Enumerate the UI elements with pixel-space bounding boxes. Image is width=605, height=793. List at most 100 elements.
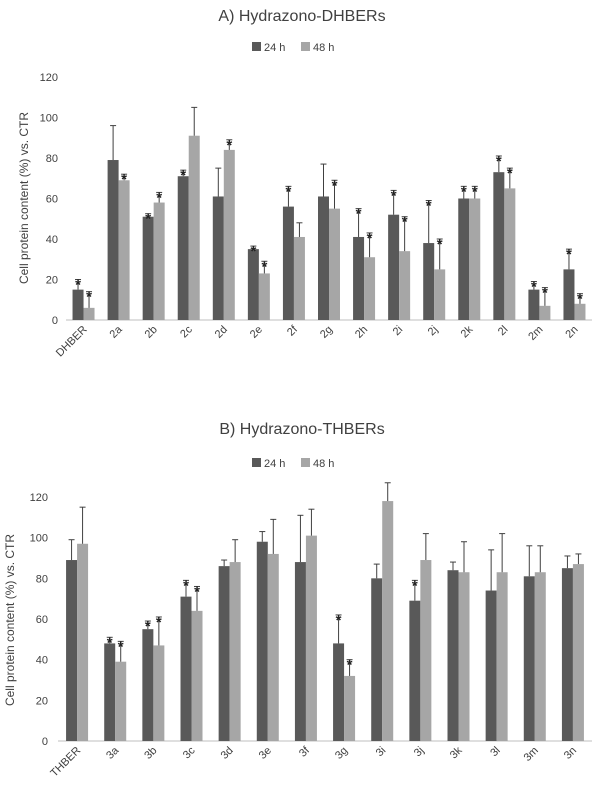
chart-b-bar-48h (77, 543, 89, 741)
chart-b-bar-48h (534, 572, 546, 741)
chart-a-bar-24h (493, 172, 505, 320)
chart-b-category-label: 3b (142, 745, 159, 762)
chart-a-y-tick-label: 120 (40, 72, 58, 84)
chart-a-significance-marker: * (367, 230, 373, 247)
chart-b-category-label: 3d (219, 745, 236, 762)
chart-a-bar-24h (72, 289, 84, 320)
chart-a-category-label: 2f (285, 323, 301, 339)
chart-a-bar-24h (282, 206, 294, 320)
chart-a-bar-24h (107, 160, 119, 320)
chart-b-bar-24h (371, 578, 383, 741)
chart-b-legend-swatch-24h (252, 458, 261, 467)
chart-b-bar-24h (256, 541, 268, 741)
chart-a-category-label: DHBER (54, 324, 90, 360)
chart-a-significance-marker: * (250, 243, 256, 260)
chart-a-bar-48h (118, 180, 130, 320)
chart-a-significance-marker: * (577, 291, 583, 308)
chart-a-category-label: 2a (108, 323, 126, 341)
chart-b-bar-48h (229, 562, 241, 741)
chart-b-bar-48h (267, 553, 279, 741)
chart-a-bar-48h (399, 251, 411, 320)
chart-a-bar-24h (212, 196, 224, 320)
chart-a-bar-24h (423, 243, 435, 320)
chart-a-bar-48h (329, 208, 340, 320)
chart-a-legend-swatch-24h (252, 42, 261, 51)
chart-b-significance-marker: * (145, 618, 151, 635)
chart-a-category-label: 2n (563, 324, 580, 341)
chart-a-category-label: 2m (526, 324, 545, 343)
chart-b-y-tick-label: 20 (36, 695, 48, 707)
chart-b-category-label: 3k (448, 744, 465, 761)
chart-b-significance-marker: * (194, 583, 200, 600)
chart-b-bar-24h (218, 566, 230, 741)
chart-b-bar-48h (420, 560, 432, 741)
chart-b-bar-24h (142, 629, 154, 741)
chart-a-significance-marker: * (156, 189, 162, 206)
chart-a-legend-label-48h: 48 h (313, 42, 334, 54)
chart-b-significance-marker: * (336, 612, 342, 629)
chart-a-bar-24h (247, 249, 259, 320)
chart-b-bar-48h (496, 572, 508, 741)
chart-b-bar-48h (344, 675, 356, 741)
chart-b-significance-marker: * (183, 577, 189, 594)
chart-a-significance-marker: * (86, 289, 92, 306)
chart-b-category-label: 3l (488, 745, 503, 760)
chart-a-significance-marker: * (507, 165, 513, 182)
chart-a-bar-48h (83, 307, 95, 320)
chart-a-category-label: 2d (213, 324, 230, 341)
chart-b-bar-24h (561, 568, 573, 741)
chart-a-bar-48h (364, 257, 376, 320)
chart-a-y-tick-label: 40 (46, 234, 58, 246)
chart-b-category-label: 3c (181, 744, 198, 761)
chart-a-significance-marker: * (121, 171, 127, 188)
chart-b-y-tick-label: 60 (36, 614, 48, 626)
chart-b-bar-48h (191, 610, 203, 741)
chart-b-category-label: 3e (257, 745, 274, 762)
chart-b-significance-marker: * (118, 638, 124, 655)
chart-a-significance-marker: * (437, 236, 443, 253)
chart-b-category-label: 3g (333, 745, 350, 762)
chart-b-bar-24h (447, 570, 459, 741)
chart-b-category-label: 3f (297, 744, 313, 760)
chart-b-legend-swatch-48h (301, 458, 310, 467)
chart-a-bar-48h (574, 303, 586, 320)
chart-b-bar-24h (180, 596, 192, 741)
chart-a-bar-24h (177, 176, 189, 320)
chart-a-legend-label-24h: 24 h (264, 42, 285, 54)
chart-a-y-axis-label: Cell protein content (%) vs. CTR (17, 112, 31, 284)
chart-a-category-label: 2e (248, 324, 265, 341)
chart-b-bar-24h (294, 562, 306, 741)
chart-b-bar-24h (66, 560, 78, 741)
chart-b-y-tick-label: 0 (42, 736, 48, 748)
chart-a-bar-48h (188, 135, 200, 320)
chart-a-title: A) Hydrazono-DHBERs (218, 8, 385, 25)
chart-a-significance-marker: * (145, 211, 151, 228)
chart-a-significance-marker: * (286, 183, 292, 200)
chart-a-significance-marker: * (472, 183, 478, 200)
chart-b-bar-48h (115, 661, 127, 741)
chart-a-significance-marker: * (226, 137, 232, 154)
chart-a-significance-marker: * (356, 206, 362, 223)
chart-b-bar-48h (572, 564, 584, 741)
chart-a-significance-marker: * (566, 246, 572, 263)
chart-a-bar-24h (528, 289, 540, 320)
chart-b-category-label: THBER (48, 745, 83, 780)
chart-a-bar-24h (563, 269, 575, 320)
chart-a-bar-48h (293, 236, 305, 320)
chart-a-bar-48h (469, 198, 481, 320)
chart-a-y-tick-label: 60 (46, 194, 58, 206)
chart-b-bar-24h (104, 643, 116, 741)
chart-a-category-label: 2g (318, 324, 335, 341)
chart-a-bar-24h (142, 216, 154, 320)
chart-a-bar-48h (504, 188, 516, 320)
chart-b-significance-marker: * (347, 657, 353, 674)
chart-a-category-label: 2i (391, 324, 406, 339)
chart-a-significance-marker: * (531, 279, 537, 296)
chart-a-legend-swatch-48h (301, 42, 310, 51)
chart-a-significance-marker: * (402, 214, 408, 231)
chart-a-significance-marker: * (391, 187, 397, 204)
chart-b-legend-label-24h: 24 h (264, 458, 285, 470)
chart-a-bar-24h (458, 198, 470, 320)
chart-b-bar-24h (523, 576, 535, 741)
